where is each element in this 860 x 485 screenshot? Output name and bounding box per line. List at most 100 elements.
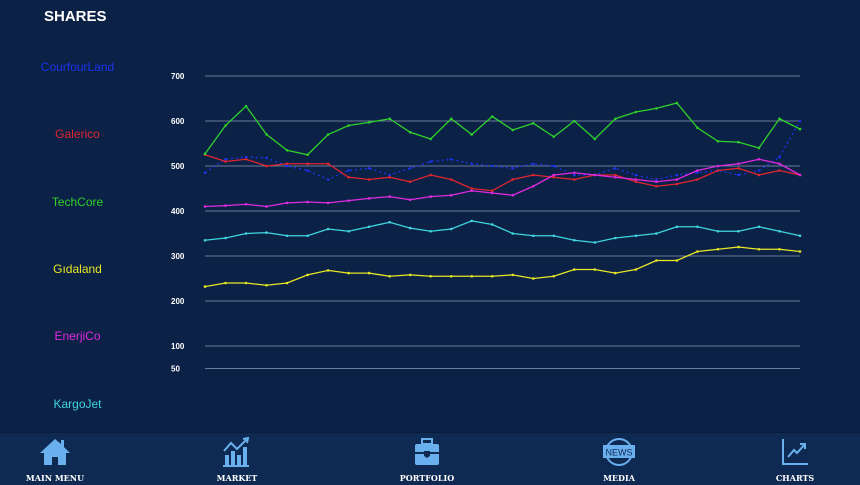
data-point <box>203 238 207 242</box>
y-tick-label: 50 <box>171 365 180 374</box>
legend-item[interactable]: CourfourLand <box>40 60 115 74</box>
market-chart-icon <box>223 437 250 467</box>
data-point <box>798 250 802 253</box>
data-point <box>265 205 268 208</box>
data-point <box>408 273 412 277</box>
data-point <box>696 178 699 181</box>
nav-market[interactable]: MARKET <box>187 433 287 483</box>
data-point <box>285 234 289 238</box>
data-point <box>203 285 207 288</box>
data-point <box>470 162 474 166</box>
data-point <box>224 236 227 240</box>
data-point <box>203 205 207 208</box>
data-point <box>306 234 309 238</box>
nav-main-menu[interactable]: MAIN MENU <box>5 433 105 483</box>
data-point <box>675 225 679 229</box>
nav-label: PORTFOLIO <box>399 473 455 483</box>
data-point <box>634 178 638 181</box>
data-point <box>634 180 638 184</box>
data-point <box>614 173 617 177</box>
data-point <box>696 171 699 175</box>
data-point <box>511 128 515 132</box>
data-point <box>408 130 412 134</box>
data-point <box>757 225 761 229</box>
data-point <box>408 198 412 202</box>
series-line-galerico <box>204 154 801 192</box>
data-point <box>716 169 720 172</box>
data-point <box>757 247 761 251</box>
legend-item[interactable]: Galerico <box>55 127 100 142</box>
data-point <box>388 220 391 224</box>
data-point <box>573 268 576 271</box>
data-point <box>655 184 658 188</box>
data-point <box>408 226 412 230</box>
data-point <box>326 227 330 231</box>
data-point <box>367 121 371 124</box>
data-point <box>614 271 617 275</box>
data-point <box>675 259 679 262</box>
data-point <box>655 178 658 181</box>
data-point <box>306 169 309 172</box>
data-point <box>573 119 576 123</box>
data-point <box>531 173 535 177</box>
data-point <box>224 124 227 127</box>
data-point <box>716 247 720 251</box>
data-point <box>716 229 720 233</box>
nav-charts[interactable]: CHARTS <box>745 433 845 483</box>
data-point <box>367 197 371 200</box>
data-point <box>778 247 781 251</box>
data-point <box>388 175 391 179</box>
data-point <box>224 157 227 161</box>
legend-item[interactable]: TechCore <box>51 194 104 209</box>
home-icon <box>40 439 70 465</box>
data-point <box>614 175 617 179</box>
data-point <box>675 178 679 181</box>
data-point <box>593 241 597 244</box>
data-point <box>449 193 453 197</box>
data-point <box>655 180 658 184</box>
data-point <box>388 173 391 177</box>
nav-portfolio[interactable]: PORTFOLIO <box>377 433 477 483</box>
data-point <box>244 157 248 161</box>
data-point <box>347 199 350 202</box>
data-point <box>778 162 781 166</box>
data-point <box>531 277 535 280</box>
data-point <box>367 166 371 170</box>
data-point <box>757 169 761 172</box>
data-point <box>224 281 227 285</box>
data-point <box>757 146 761 150</box>
data-point <box>347 169 350 172</box>
data-point <box>511 232 515 235</box>
data-point <box>470 187 474 190</box>
data-point <box>490 115 494 118</box>
nav-media[interactable]: NEWS MEDIA <box>569 433 669 483</box>
data-point <box>408 166 412 170</box>
nav-label: MARKET <box>216 473 258 483</box>
data-point <box>265 283 268 287</box>
series-line-courfourland <box>204 120 801 181</box>
data-point <box>798 119 802 123</box>
data-point <box>757 157 761 161</box>
data-point <box>408 180 412 184</box>
data-point <box>614 117 617 121</box>
data-point <box>285 164 289 168</box>
nav-label: CHARTS <box>775 473 815 483</box>
data-point <box>347 271 350 275</box>
data-point <box>224 204 227 207</box>
news-globe-icon: NEWS <box>603 438 635 466</box>
data-point <box>490 164 494 168</box>
data-point <box>244 281 248 285</box>
data-point <box>552 274 556 278</box>
data-point <box>573 173 576 177</box>
y-tick-label: 700 <box>171 72 185 81</box>
data-point <box>634 173 638 177</box>
data-point <box>449 178 453 181</box>
data-point <box>490 223 494 226</box>
series-line-enerjico <box>204 158 801 208</box>
data-point <box>511 166 515 170</box>
legend-item[interactable]: Gıdaland <box>53 261 102 276</box>
legend-item[interactable]: KargoJet <box>53 396 102 411</box>
y-tick-label: 500 <box>171 162 185 171</box>
legend-item[interactable]: EnerjiCo <box>54 329 101 344</box>
data-point <box>593 137 597 141</box>
